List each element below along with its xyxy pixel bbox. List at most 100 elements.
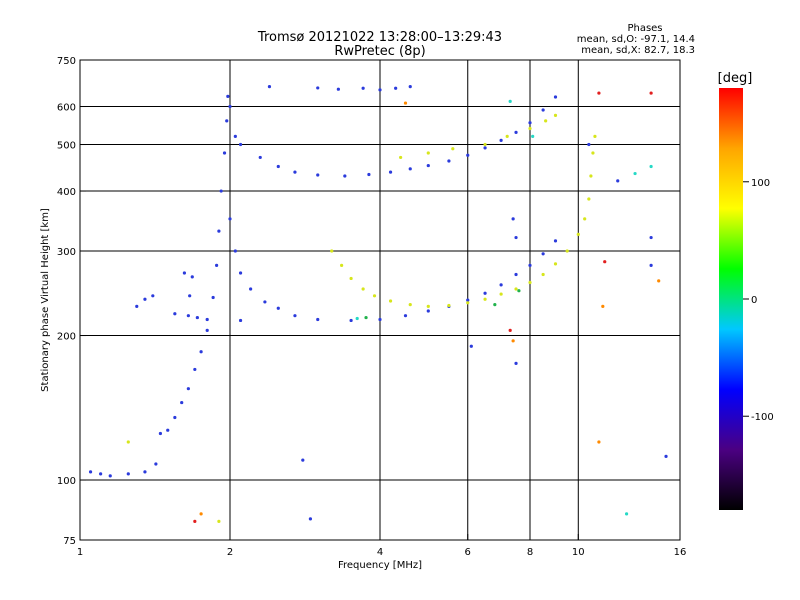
data-point [238, 318, 243, 323]
data-point [649, 164, 653, 169]
data-point [664, 454, 668, 459]
data-point [225, 119, 229, 123]
data-point [219, 189, 223, 193]
y-tick-label: 300 [57, 247, 76, 258]
data-point [215, 263, 219, 267]
data-point [238, 271, 243, 275]
data-point [483, 291, 487, 295]
data-point [188, 294, 192, 298]
data-point [451, 147, 455, 151]
data-point [143, 470, 147, 474]
data-point [186, 387, 190, 391]
data-point [316, 173, 320, 177]
data-point [205, 328, 209, 332]
data-point [583, 217, 587, 221]
data-point [173, 312, 177, 316]
y-tick-label: 100 [57, 476, 76, 487]
data-point [316, 317, 320, 322]
x-axis-ticks: 1 2 4 6 8 10 16 [77, 534, 686, 558]
data-point [528, 280, 532, 285]
data-point [340, 263, 344, 267]
data-point [505, 134, 509, 138]
data-point [597, 91, 601, 95]
data-point [293, 170, 297, 174]
data-point [587, 142, 591, 147]
data-point [293, 314, 297, 318]
data-point [499, 283, 503, 287]
data-point [99, 472, 103, 476]
data-point [276, 306, 280, 310]
data-point [88, 470, 93, 474]
colorbar: [deg] 100 0 -100 [718, 71, 774, 510]
data-point [589, 174, 593, 178]
data-point [330, 249, 334, 253]
data-point [633, 171, 637, 176]
data-point [249, 287, 253, 291]
data-point [193, 519, 197, 523]
data-point [483, 297, 487, 301]
x-tick-label: 8 [527, 547, 533, 558]
data-point [483, 146, 487, 150]
data-point [514, 235, 518, 240]
data-point [394, 86, 398, 90]
data-point [267, 85, 272, 89]
data-point [226, 94, 230, 98]
stats-line-x: mean, sd,X: 82.7, 18.3 [581, 45, 695, 56]
data-point [576, 232, 580, 236]
data-point [426, 163, 430, 168]
data-point [541, 252, 545, 256]
data-point [403, 101, 408, 105]
data-point [426, 151, 430, 155]
data-point [126, 440, 130, 444]
data-point [166, 428, 170, 432]
chart-title: Tromsø 20121022 13:28:00–13:29:43 [257, 30, 502, 45]
data-point [151, 294, 155, 298]
data-point [426, 309, 430, 313]
data-point [528, 121, 532, 125]
data-point [469, 344, 473, 348]
data-point [597, 440, 601, 444]
x-tick-label: 4 [377, 547, 383, 558]
data-point [408, 85, 412, 89]
data-point [263, 300, 267, 304]
data-point [364, 315, 368, 320]
data-point [649, 263, 653, 267]
data-point [367, 172, 371, 177]
data-point [508, 99, 512, 103]
colorbar-tick-label: 0 [751, 295, 757, 306]
data-point [499, 292, 503, 296]
data-point [126, 472, 130, 476]
data-point [211, 295, 215, 300]
data-point [466, 298, 470, 302]
x-tick-label: 1 [77, 547, 83, 558]
data-point [349, 318, 353, 323]
x-tick-label: 2 [227, 547, 233, 558]
data-point [657, 279, 661, 283]
data-point [511, 217, 515, 221]
data-point [511, 339, 515, 343]
data-point [649, 235, 653, 240]
data-point [399, 155, 403, 160]
data-point [378, 88, 382, 92]
y-tick-label: 750 [57, 56, 76, 67]
data-point [233, 134, 237, 138]
data-point [388, 299, 393, 303]
data-point [426, 304, 430, 309]
data-point [508, 328, 512, 332]
data-point [403, 314, 408, 318]
data-point [483, 142, 487, 147]
data-point [355, 316, 359, 321]
y-tick-label: 400 [57, 187, 76, 198]
plot-area: 1 2 4 6 8 10 16 75 100 200 300 400 500 600 750 [57, 56, 686, 558]
data-point [228, 104, 232, 109]
data-point [199, 512, 203, 516]
data-point [182, 271, 186, 275]
data-point [173, 415, 177, 420]
data-point [531, 134, 535, 138]
x-tick-label: 6 [465, 547, 471, 558]
data-point [591, 151, 595, 155]
data-point [514, 130, 518, 134]
data-point [601, 304, 605, 309]
colorbar-tick-label: -100 [751, 412, 774, 423]
